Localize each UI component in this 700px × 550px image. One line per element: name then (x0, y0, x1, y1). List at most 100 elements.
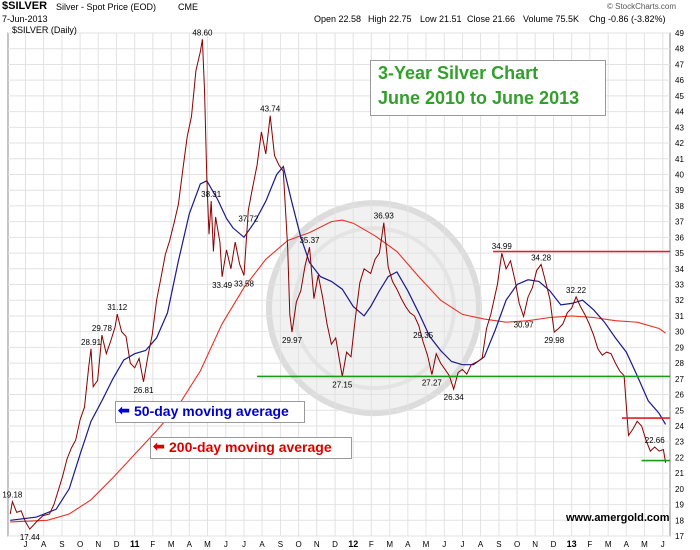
ma50-label: 50-day moving average (134, 403, 289, 419)
y-tick-label: 19 (675, 501, 684, 510)
x-tick-label: D (114, 540, 120, 549)
x-tick-label: J (442, 540, 446, 549)
y-tick-label: 37 (675, 218, 684, 227)
x-tick-label: D (332, 540, 338, 549)
x-tick-label: S (278, 540, 283, 549)
y-tick-label: 28 (675, 359, 684, 368)
y-tick-label: 39 (675, 186, 684, 195)
price-line (9, 39, 667, 530)
x-tick-label: M (168, 540, 175, 549)
x-tick-label: O (77, 540, 83, 549)
ma200-label-box (150, 437, 352, 459)
price-point-label: 26.34 (444, 393, 465, 402)
price-point-label: 33.58 (234, 279, 255, 288)
y-tick-label: 35 (675, 249, 684, 258)
instrument-name: Silver - Spot Price (EOD) (56, 2, 157, 12)
y-tick-label: 24 (675, 422, 684, 431)
as-of-date: 7-Jun-2013 (2, 14, 48, 24)
price-point-label: 35.37 (299, 236, 320, 245)
price-point-label: 38.31 (201, 190, 222, 199)
high-value: High 22.75 (368, 14, 412, 24)
ma200-arrow-icon: ⬅ (153, 438, 165, 454)
watermark-seal-ring (292, 226, 456, 391)
y-tick-label: 47 (675, 60, 684, 69)
x-tick-label: J (460, 540, 464, 549)
price-point-label: 27.15 (332, 380, 353, 389)
x-tick-label: F (369, 540, 374, 549)
ma200-label: 200-day moving average (169, 439, 332, 455)
price-point-label: 27.27 (422, 379, 443, 388)
x-tick-label: N (95, 540, 101, 549)
x-tick-label: D (551, 540, 557, 549)
price-point-label: 29.78 (92, 324, 113, 333)
chart-title: 3-Year Silver Chart (378, 63, 539, 83)
y-tick-label: 33 (675, 281, 684, 290)
y-tick-label: 21 (675, 469, 684, 478)
website-label: www.amergold.com (566, 512, 670, 524)
x-tick-label: N (314, 540, 320, 549)
y-tick-label: 25 (675, 406, 684, 415)
ma50-arrow-icon: ⬅ (118, 402, 130, 418)
y-tick-label: 36 (675, 233, 684, 242)
price-point-label: 36.93 (374, 212, 395, 221)
x-tick-label: O (295, 540, 301, 549)
x-tick-label: 13 (567, 539, 577, 549)
y-tick-label: 44 (675, 108, 684, 117)
x-tick-label: A (259, 540, 265, 549)
price-point-label: 30.97 (514, 320, 535, 329)
x-tick-label: A (405, 540, 411, 549)
x-tick-label: J (661, 540, 665, 549)
y-tick-label: 42 (675, 139, 684, 148)
price-point-label: 29.97 (282, 336, 303, 345)
y-tick-label: 32 (675, 296, 684, 305)
x-tick-label: O (514, 540, 520, 549)
ma50-label-box (115, 401, 305, 423)
y-tick-label: 31 (675, 312, 684, 321)
price-point-label: 33.49 (212, 281, 233, 290)
x-tick-label: M (605, 540, 612, 549)
close-value: Close 21.66 (467, 14, 516, 24)
ma50-line (10, 165, 667, 521)
chart-subtitle: June 2010 to June 2013 (378, 88, 580, 108)
ticker-symbol: $SILVER (2, 0, 48, 12)
price-point-label: 17.44 (20, 533, 41, 542)
panel-label: $SILVER (Daily) (12, 25, 77, 35)
x-tick-label: J (242, 540, 246, 549)
y-tick-label: 43 (675, 123, 684, 132)
y-tick-label: 48 (675, 45, 684, 54)
y-tick-label: 29 (675, 343, 684, 352)
watermark-seal (266, 200, 482, 417)
y-tick-label: 30 (675, 328, 684, 337)
x-tick-label: S (496, 540, 501, 549)
stockcharts-credit: © StockCharts.com (607, 2, 677, 11)
price-point-label: 48.60 (192, 28, 213, 37)
price-point-label: 19.18 (2, 491, 23, 500)
price-point-label: 32.22 (566, 286, 587, 295)
y-tick-label: 23 (675, 438, 684, 447)
x-tick-label: J (23, 540, 27, 549)
low-value: Low 21.51 (420, 14, 462, 24)
y-tick-label: 40 (675, 170, 684, 179)
y-tick-label: 17 (675, 532, 684, 541)
y-tick-label: 41 (675, 155, 684, 164)
open-value: Open 22.58 (314, 14, 362, 24)
price-point-label: 29.35 (413, 331, 434, 340)
volume-value: Volume 75.5K (523, 14, 580, 24)
price-point-label: 31.12 (107, 303, 128, 312)
x-tick-label: 12 (348, 539, 358, 549)
y-tick-label: 38 (675, 202, 684, 211)
price-point-label: 43.74 (260, 105, 281, 114)
y-tick-label: 46 (675, 76, 684, 85)
y-tick-label: 26 (675, 391, 684, 400)
exchange-label: CME (178, 2, 198, 12)
price-point-label: 28.91 (81, 338, 102, 347)
x-tick-label: S (59, 540, 64, 549)
x-tick-label: F (587, 540, 592, 549)
y-tick-label: 34 (675, 265, 684, 274)
y-tick-label: 20 (675, 485, 684, 494)
x-tick-label: A (624, 540, 630, 549)
price-point-label: 26.81 (133, 386, 154, 395)
price-point-label: 34.99 (492, 242, 513, 251)
y-tick-label: 22 (675, 453, 684, 462)
x-tick-label: M (204, 540, 211, 549)
